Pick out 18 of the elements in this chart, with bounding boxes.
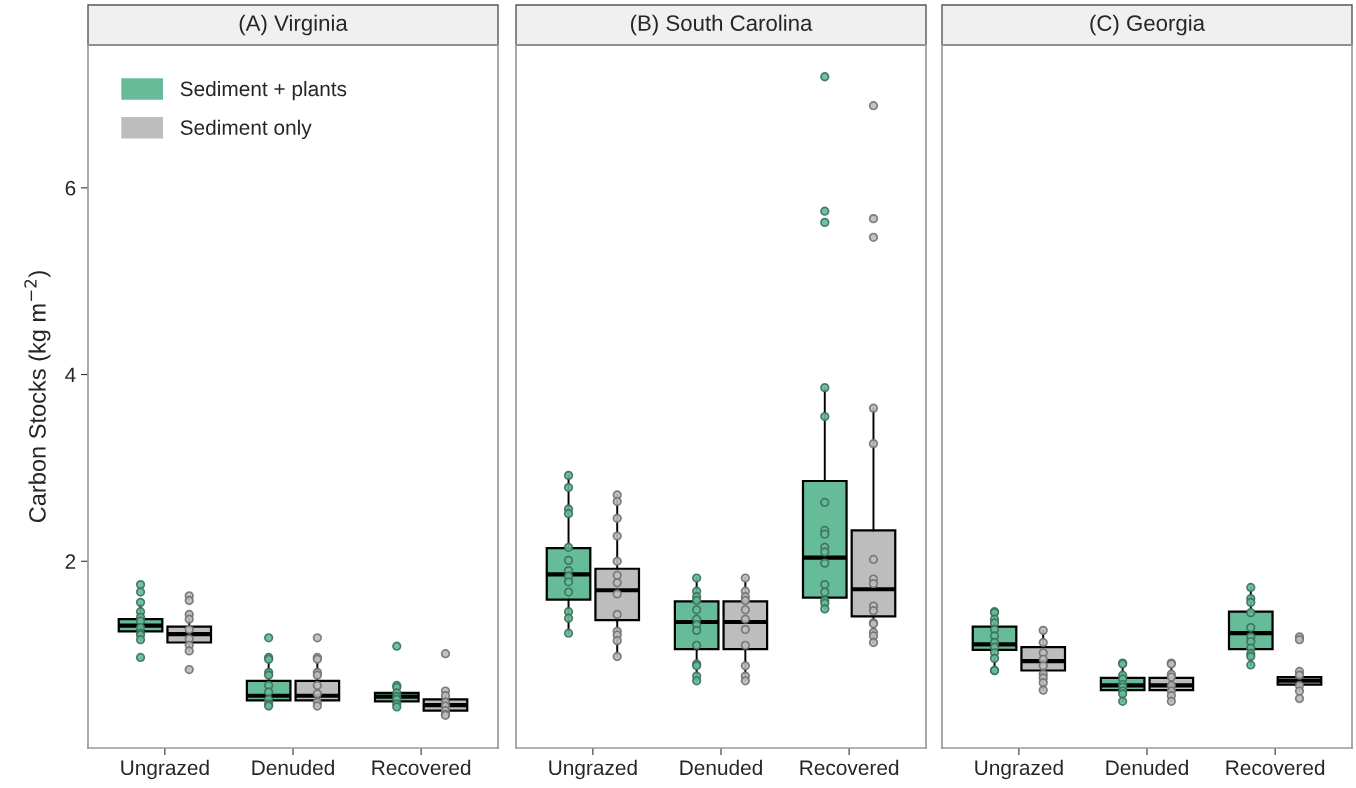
y-tick-label: 4 (65, 367, 76, 383)
x-tick-label: Recovered (800, 759, 899, 776)
legend-label: Sediment + plants (180, 80, 347, 101)
x-tick-label: Denuded (252, 759, 334, 776)
x-tick-label: Recovered (1226, 759, 1325, 776)
x-tick-label: Denuded (1106, 759, 1188, 776)
y-tick-label: 6 (65, 180, 76, 196)
x-tick-label: Ungrazed (549, 759, 637, 780)
y-axis-title: Carbon Stocks (kg m$^{−2}$) (24, 271, 51, 523)
x-tick-label: Ungrazed (975, 759, 1063, 780)
x-tick-label: Ungrazed (121, 759, 209, 780)
chart-title: (B) South Carolina (630, 14, 813, 36)
chart-title: (C) Georgia (1090, 14, 1206, 36)
x-tick-label: Recovered (372, 759, 471, 776)
x-tick-label: Denuded (680, 759, 762, 776)
chart-title: (A) Virginia (239, 14, 348, 36)
y-tick-label: 2 (65, 554, 76, 569)
legend-label: Sediment only (180, 119, 312, 140)
